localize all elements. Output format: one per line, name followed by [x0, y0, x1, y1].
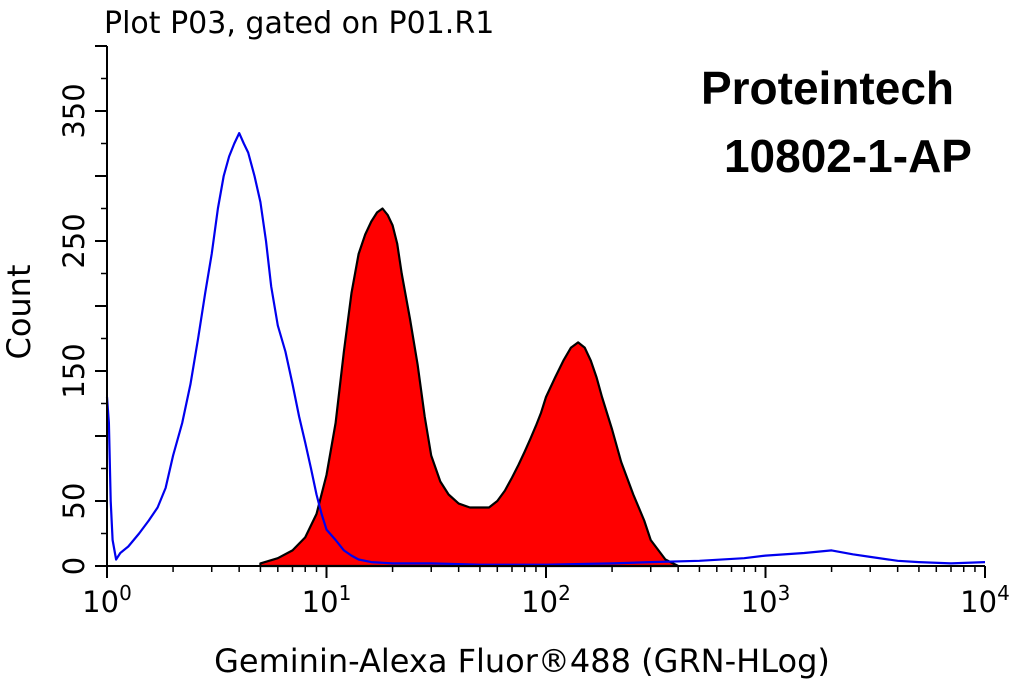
x-ticks: 100 101 102 103 104	[82, 566, 1010, 619]
annotation-text-1: 10802-1-AP	[724, 130, 972, 182]
y-tick-label: 50	[57, 483, 91, 520]
x-axis-label: Geminin-Alexa Fluor®488 (GRN-HLog)	[214, 642, 830, 680]
x-tick-label: 102	[521, 581, 571, 619]
series-layer	[105, 132, 986, 568]
x-tick-label: 103	[741, 581, 791, 619]
y-axis-label: Count	[0, 264, 38, 359]
y-tick-label: 0	[57, 557, 91, 575]
chart-title: Plot P03, gated on P01.R1	[104, 6, 494, 41]
series-0-outline	[105, 132, 986, 566]
y-tick-label: 250	[57, 213, 91, 268]
y-ticks: 0 50 150 250 350	[57, 45, 107, 575]
x-tick-label: 100	[82, 581, 132, 619]
annotations: Proteintech 10802-1-AP	[701, 62, 972, 182]
series-1-filled-area	[259, 207, 680, 568]
y-tick-label: 150	[57, 343, 91, 398]
annotation-text-0: Proteintech	[701, 62, 954, 114]
y-tick-label: 350	[57, 83, 91, 138]
x-tick-label: 104	[960, 581, 1010, 619]
x-tick-label: 101	[302, 581, 352, 619]
